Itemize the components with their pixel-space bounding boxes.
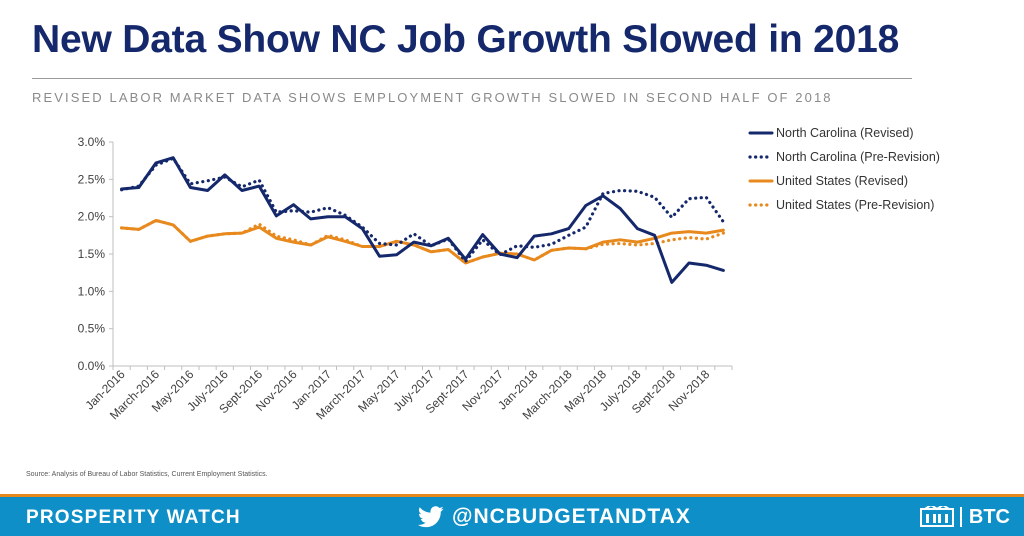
series-line-1 [119, 156, 726, 264]
brand-name: BTC [968, 505, 1010, 528]
page-title: New Data Show NC Job Growth Slowed in 20… [32, 18, 900, 61]
series-line-0 [120, 156, 725, 284]
y-tick-label: 1.5% [78, 247, 106, 261]
series-line-2 [120, 218, 725, 265]
btc-logo-icon [919, 506, 954, 527]
y-tick-label: 0.0% [78, 359, 106, 373]
footer-program-name: PROSPERITY WATCH [26, 507, 241, 528]
legend-label: North Carolina (Revised) [776, 126, 914, 140]
line-chart: 0.0%0.5%1.0%1.5%2.0%2.5%3.0%Jan-2016Marc… [78, 126, 940, 422]
source-note: Source: Analysis of Bureau of Labor Stat… [26, 471, 268, 478]
y-tick-label: 2.0% [78, 210, 106, 224]
legend-label: United States (Revised) [776, 174, 908, 188]
twitter-handle: @NCBUDGETANDTAX [452, 505, 691, 528]
legend-label: North Carolina (Pre-Revision) [776, 150, 940, 164]
y-tick-label: 1.0% [78, 284, 106, 298]
chart-subtitle: REVISED LABOR MARKET DATA SHOWS EMPLOYME… [32, 90, 833, 105]
y-tick-label: 0.5% [78, 322, 106, 336]
y-tick-label: 2.5% [78, 172, 106, 186]
footer-bar: PROSPERITY WATCH @NCBUDGETANDTAX BTC [0, 497, 1024, 536]
footer-accent-bar [0, 494, 1024, 497]
brand-separator [959, 507, 962, 527]
legend-label: United States (Pre-Revision) [776, 198, 934, 212]
y-tick-label: 3.0% [78, 135, 106, 149]
footer-twitter[interactable]: @NCBUDGETANDTAX [418, 504, 691, 530]
footer-brand-block: BTC [919, 504, 1010, 530]
title-divider [32, 78, 912, 79]
twitter-icon [418, 506, 444, 528]
